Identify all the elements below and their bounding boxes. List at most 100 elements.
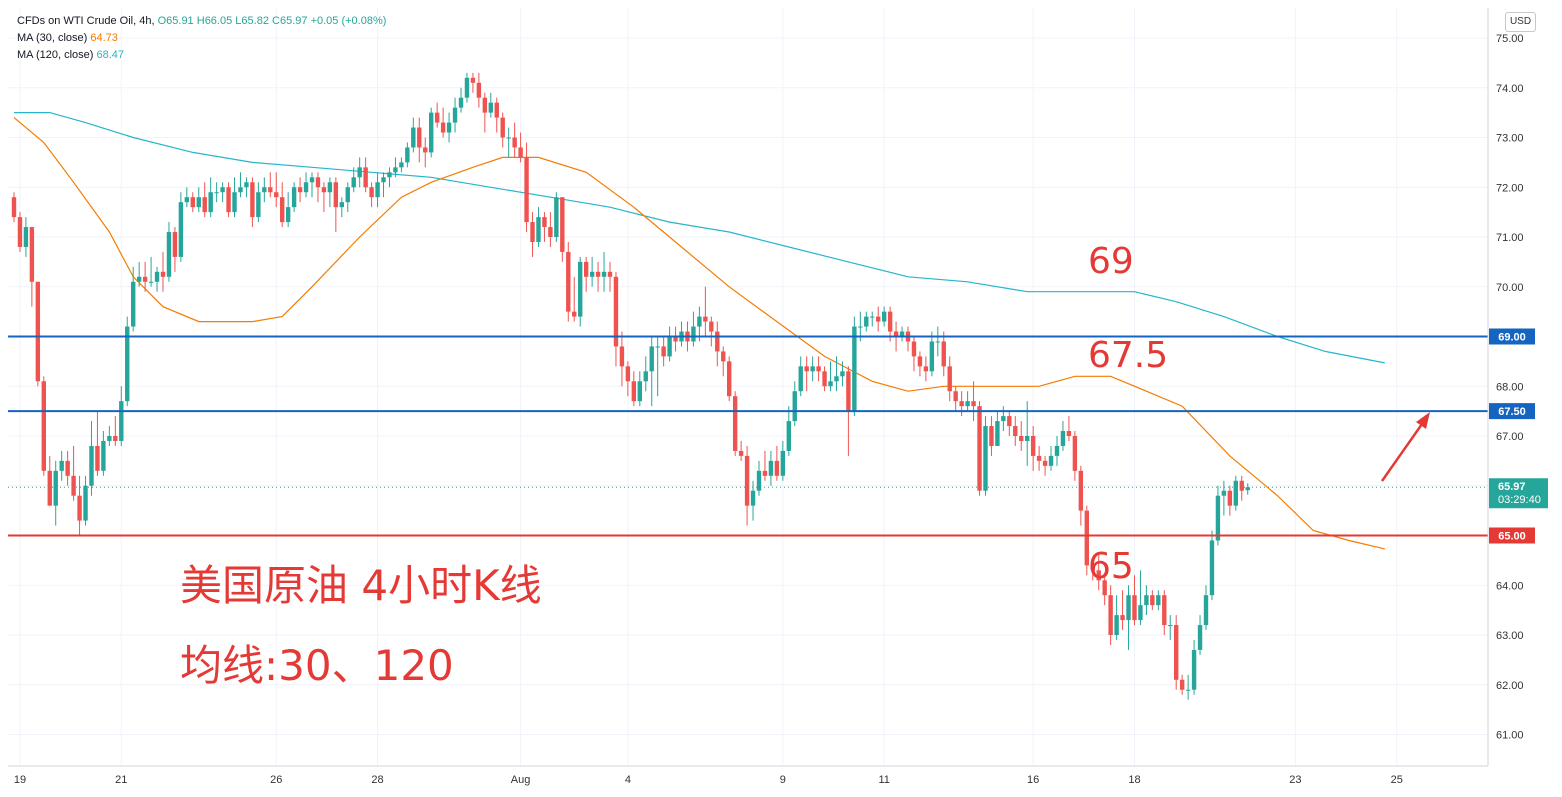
legend-open: O65.91 [157,15,194,27]
candle-body [1150,595,1155,606]
price-tick-label: 70.00 [1496,282,1524,294]
ma120-label: MA (120, close) [17,49,94,61]
candle-body [1072,436,1078,471]
candle-body [321,187,327,193]
candle-body [536,217,541,242]
candle-body [244,182,249,188]
time-tick-label: 9 [780,774,786,786]
candle-body [774,460,780,476]
currency-button[interactable]: USD [1505,12,1536,32]
candle-body [470,77,476,83]
candle-body [494,102,499,118]
annotation-subtitle: 均线:30、120 [180,641,454,690]
candle-body [989,426,994,446]
candle-body [89,445,94,486]
candle-body [1042,460,1048,466]
candle-body [911,341,917,357]
price-line-badge [1489,328,1535,345]
candle-body [792,391,797,422]
horizontal-lines[interactable]: 69.00 67.50 65.00 [8,328,1535,544]
ma30-label: MA (30, close) [17,32,88,44]
chart-legend: CFDs on WTI Crude Oil, 4h, O65.91 H66.05… [17,13,386,64]
price-line-badge [1489,527,1535,544]
trend-arrow [1380,412,1430,482]
ma120-line [14,112,1385,364]
candle-body [923,366,929,372]
symbol-title[interactable]: CFDs on WTI Crude Oil, 4h, [17,15,158,27]
candle-body [506,137,511,139]
candle-body [1126,595,1131,621]
candle-body [631,381,637,402]
candle-body [601,271,607,277]
candle-body [619,346,625,367]
price-line-badge [1489,403,1535,420]
candle-body [226,187,231,213]
candle-body [1209,540,1215,596]
legend-ma30-row[interactable]: MA (30, close) 64.73 [17,30,386,47]
candle-body [1227,490,1233,506]
price-tick-label: 73.00 [1496,133,1524,145]
price-line-label: 65.00 [1498,531,1526,543]
time-tick-label: 18 [1128,774,1140,786]
legend-high: H66.05 [196,15,233,27]
candle-body [834,376,839,382]
price-axis[interactable]: 61.00 62.00 63.00 64.00 67.00 68.00 70.00 71.00… [1496,33,1524,742]
candle-body [780,450,786,476]
candle-body [381,177,386,183]
candle-body [953,391,958,402]
candle-body [393,167,398,173]
candle-body [59,460,64,471]
legend-ohlc-row: CFDs on WTI Crude Oil, 4h, O65.91 H66.05… [17,13,386,30]
candle-body [131,281,136,327]
candle-body [256,192,261,218]
candle-body [1102,580,1107,596]
time-tick-label: 23 [1289,774,1301,786]
legend-ma120-row[interactable]: MA (120, close) 68.47 [17,47,386,64]
candle-body [518,147,523,158]
ma120-path [14,112,1385,364]
candle-body [1096,570,1101,581]
candle-body [363,167,368,188]
candle-body [280,197,285,223]
candle-body [691,326,696,342]
candle-body [881,311,887,322]
candle-body [268,187,273,193]
time-tick-label: 19 [14,774,26,786]
candle-body [548,227,553,237]
price-tick-label: 63.00 [1496,630,1524,642]
candle-body [327,182,333,193]
candle-body [1174,625,1179,680]
candle-body [941,341,946,367]
candle-body [959,401,964,407]
candle-body [399,162,404,168]
candle-body [476,82,482,98]
candle-body [762,470,768,476]
candle-body [1054,445,1060,456]
candle-body [876,316,881,322]
time-tick-label: 25 [1391,774,1403,786]
axes [8,8,1489,767]
candle-body [303,182,309,193]
candle-body [840,371,845,377]
time-axis[interactable]: 19 21 26 28 Aug 4 9 11 16 18 23 25 [14,774,1403,786]
candle-body [1144,595,1149,606]
ma30-value: 64.73 [90,32,118,44]
candle-body [262,187,267,193]
candle-body [858,326,863,328]
candle-body [357,167,362,178]
time-tick-label: 4 [625,774,631,786]
candle-body [995,421,1000,446]
candle-body [965,401,970,407]
candle-body [1030,436,1036,456]
candle-body [285,207,291,223]
candle-body [655,346,660,348]
candle-body [727,361,732,397]
candle-body [1048,455,1054,466]
ma30-line [13,117,1385,550]
candle-body [1138,605,1143,621]
plot-background [8,8,1488,766]
candle-body [852,326,857,412]
candle-body [208,192,213,213]
